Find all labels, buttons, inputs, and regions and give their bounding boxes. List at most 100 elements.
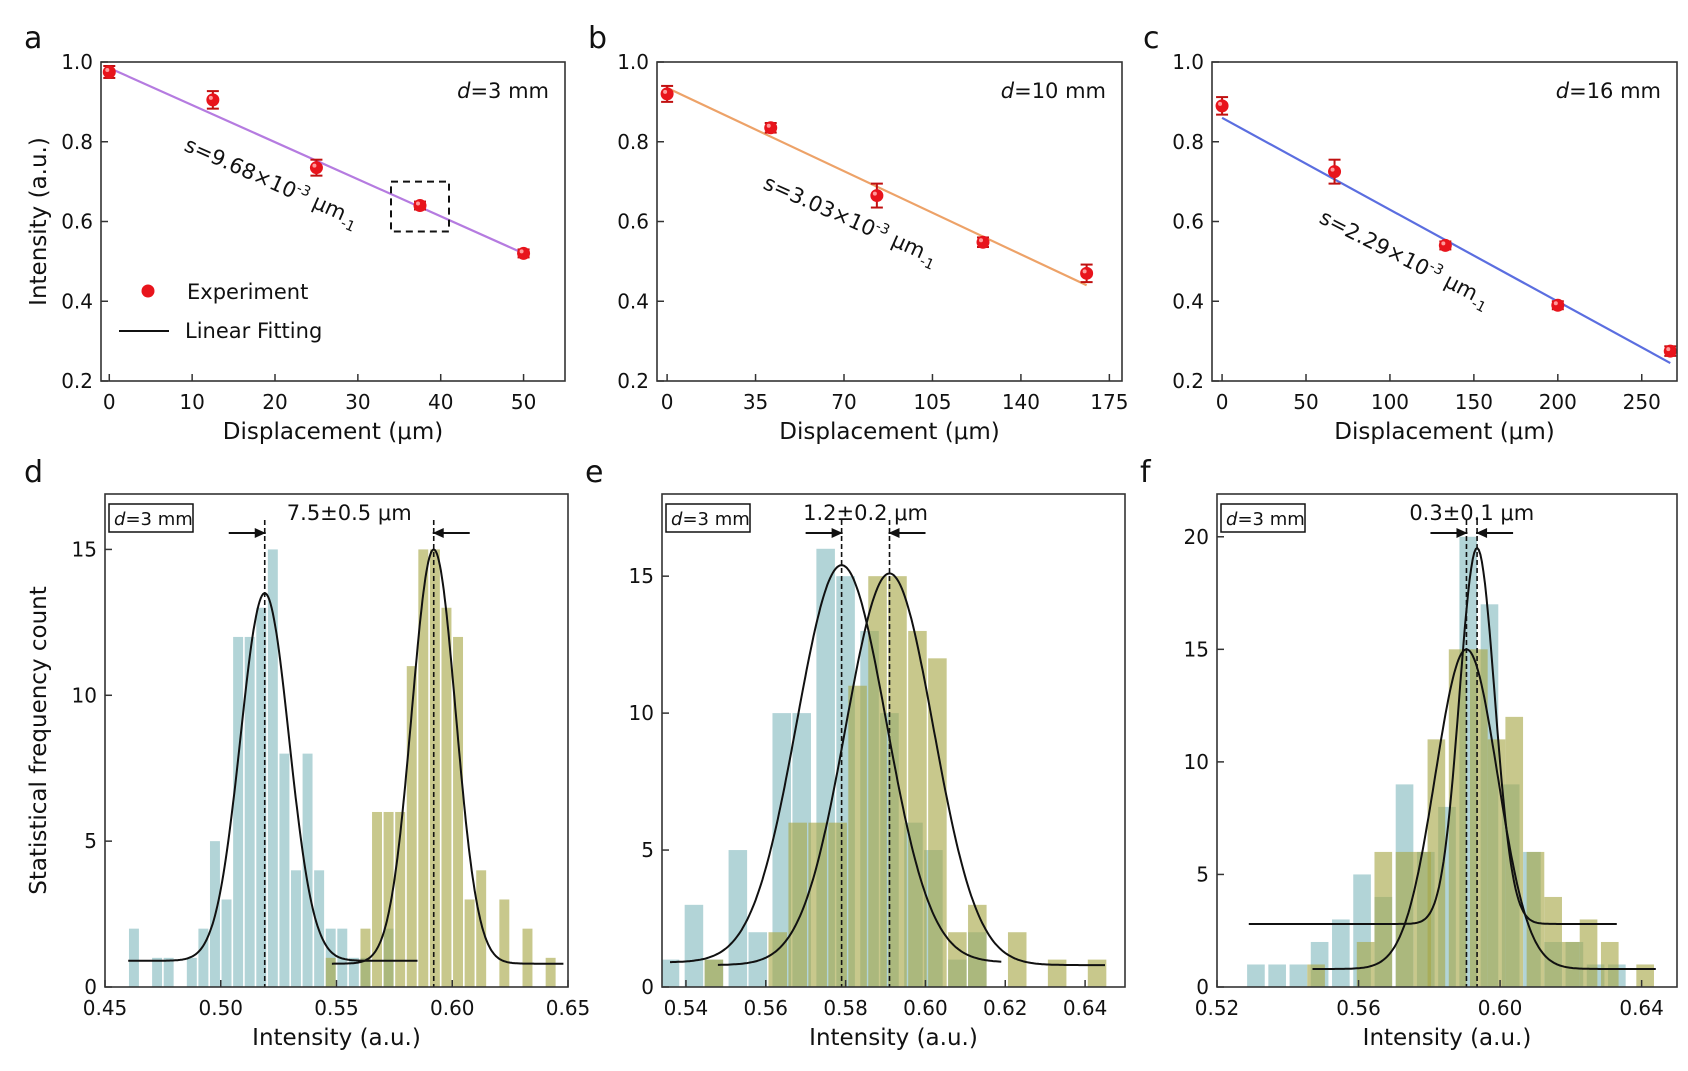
x-tick-label: 0.58 <box>823 996 868 1020</box>
slope-label: s=2.29×10-3 μm-1 <box>1313 204 1494 316</box>
y-tick-label: 5 <box>1196 862 1209 886</box>
y-tick-label: 0.2 <box>1172 369 1204 393</box>
histogram-bar <box>395 811 406 987</box>
x-tick-label: 10 <box>179 390 204 414</box>
data-point-highlight <box>416 201 420 206</box>
histogram-bar <box>453 636 464 987</box>
gaussian-fit-curve-1 <box>717 572 1105 967</box>
data-point <box>1663 344 1677 358</box>
x-tick-label: 0 <box>661 390 674 414</box>
x-tick-label: 150 <box>1455 390 1493 414</box>
histogram-bar <box>267 549 278 987</box>
x-tick-label: 0.64 <box>1063 996 1108 1020</box>
histogram-bar <box>279 753 290 987</box>
distance-label-value: =3 mm <box>682 509 749 530</box>
y-tick-label: 15 <box>1184 637 1209 661</box>
data-point-marker <box>660 87 674 101</box>
histogram-series-0 <box>128 549 394 987</box>
data-point-highlight <box>1218 101 1223 106</box>
distance-label-box <box>108 503 194 533</box>
distance-label-var: d <box>1556 79 1570 103</box>
y-tick-label: 10 <box>629 701 654 725</box>
plot-frame <box>656 61 1123 382</box>
plot-frame <box>661 493 1126 988</box>
x-axis-label: Displacement (μm) <box>223 419 443 445</box>
x-tick-label: 0.55 <box>314 996 359 1020</box>
arrow-head-icon <box>1476 528 1488 538</box>
y-tick-label: 0.8 <box>617 130 649 154</box>
slope-label-unit-exp: -1 <box>338 215 357 235</box>
y-tick-label: 0.4 <box>1172 289 1204 313</box>
data-point-highlight <box>663 89 668 94</box>
histogram-bar <box>1356 941 1375 987</box>
distance-label-var: d <box>457 79 471 103</box>
distance-label-value: =3 mm <box>470 79 549 103</box>
panel-e: 1.2±0.2 μm d=3 mm 0.54 0.56 0.58 0.60 0.62 0.64… <box>629 493 1126 1051</box>
y-tick-label: 1.0 <box>61 50 93 74</box>
data-point-highlight <box>1330 167 1335 172</box>
histogram-bar <box>1526 851 1545 987</box>
x-tick-label: 105 <box>913 390 951 414</box>
y-tick-label: 5 <box>641 838 654 862</box>
data-point <box>1080 263 1094 284</box>
distance-label-var: d <box>1001 79 1015 103</box>
histogram-series-1 <box>325 549 556 987</box>
data-point-marker <box>517 246 531 260</box>
distance-label-box <box>665 503 751 533</box>
histogram-bar <box>221 899 232 987</box>
data-point-marker <box>1551 298 1565 312</box>
histogram-bar <box>848 685 867 987</box>
histogram-bar <box>360 928 371 987</box>
histogram-bar <box>808 822 827 987</box>
x-axis-label: Intensity (a.u.) <box>1363 1025 1532 1051</box>
distance-label: d=3 mm <box>114 509 193 530</box>
arrow-head-icon <box>1456 528 1468 538</box>
x-tick-label: 200 <box>1539 390 1577 414</box>
y-tick-label: 10 <box>1184 750 1209 774</box>
y-tick-label: 1.0 <box>1172 50 1204 74</box>
arrow-head-icon <box>432 528 444 538</box>
x-tick-label: 0.60 <box>1478 996 1523 1020</box>
distance-label-var: d <box>671 509 683 530</box>
y-tick-label: 0 <box>84 975 97 999</box>
gaussian-fit-curve-0 <box>1248 546 1617 925</box>
histogram-bar <box>499 899 510 987</box>
histogram-bar <box>1247 964 1265 987</box>
histogram-bar <box>1374 851 1393 987</box>
slope-label-main: s=9.68×10 <box>181 133 300 204</box>
distance-label-value: =10 mm <box>1014 79 1106 103</box>
gaussian-fit-curve-1 <box>1312 648 1656 970</box>
x-tick-label: 0.52 <box>1195 996 1240 1020</box>
legend-experiment-label: Experiment <box>187 280 308 304</box>
data-point <box>1215 96 1229 116</box>
data-point-marker <box>1663 344 1677 358</box>
histogram-bar <box>1562 941 1580 987</box>
x-tick-label: 30 <box>345 390 370 414</box>
x-axis-label: Displacement (μm) <box>779 419 999 445</box>
x-tick-label: 0.56 <box>1336 996 1381 1020</box>
data-point-marker <box>206 93 220 107</box>
histogram-bar <box>302 753 313 987</box>
data-point-highlight <box>105 67 110 72</box>
plot-frame <box>1216 493 1678 988</box>
y-tick-label: 0.4 <box>61 289 93 313</box>
slope-label-unit-exp: -1 <box>917 253 936 273</box>
panel-label-d: d <box>24 455 43 490</box>
panel-label-a: a <box>24 21 42 56</box>
histogram-bar <box>1087 959 1107 987</box>
data-point <box>764 121 778 135</box>
data-point-highlight <box>1553 301 1558 306</box>
y-tick-label: 0.4 <box>617 289 649 313</box>
data-point-marker <box>976 235 990 249</box>
histogram-bar <box>662 959 680 987</box>
histogram-bar <box>464 899 475 987</box>
x-tick-label: 0.64 <box>1619 996 1664 1020</box>
data-point-highlight <box>1666 347 1671 352</box>
histogram-bar <box>406 666 417 987</box>
histogram-bar <box>128 928 139 987</box>
histogram-bar <box>383 811 394 987</box>
panel-f: 0.3±0.1 μm d=3 mm 0.52 0.56 0.60 0.64 0 5 10 15 20… <box>1184 493 1678 1051</box>
panel-label-c: c <box>1143 21 1160 56</box>
histogram-bar <box>768 932 788 987</box>
